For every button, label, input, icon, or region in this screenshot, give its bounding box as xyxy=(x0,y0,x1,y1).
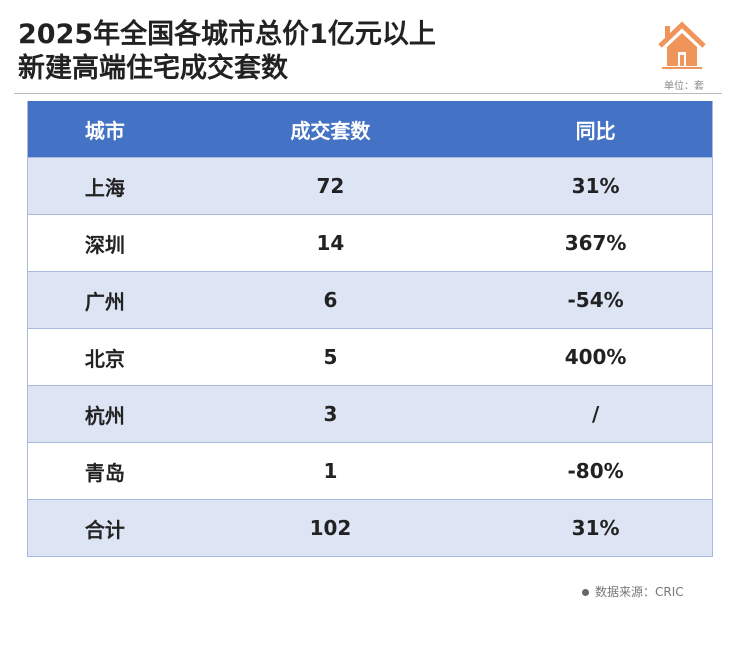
table-cell: 72 xyxy=(181,157,480,215)
source-note: 数据来源：CRIC xyxy=(582,583,684,600)
divider xyxy=(14,93,722,94)
table-cell: 14 xyxy=(181,214,480,272)
table-cell: 400% xyxy=(479,328,713,386)
bullet-icon xyxy=(582,589,589,596)
house-icon xyxy=(658,21,706,69)
table-cell: 广州 xyxy=(27,271,182,329)
table-cell: 3 xyxy=(181,385,480,443)
table-row: 合计 102 31% xyxy=(27,499,713,557)
data-table: 城市 成交套数 同比 上海 72 31% 深圳 14 367% 广州 6 -54% 北京 5 400% 杭州… xyxy=(27,101,713,557)
column-header: 城市 xyxy=(27,101,182,158)
table-cell: 北京 xyxy=(27,328,182,386)
table-cell: 102 xyxy=(181,499,480,557)
unit-label: 单位：套 xyxy=(664,81,704,92)
page-title: 2025年全国各城市总价1亿元以上 新建高端住宅成交套数 xyxy=(18,18,436,86)
table-cell: 5 xyxy=(181,328,480,386)
title-line-1: 2025年全国各城市总价1亿元以上 xyxy=(18,19,436,50)
table-row: 广州 6 -54% xyxy=(27,271,713,329)
column-header: 同比 xyxy=(479,101,713,158)
table-row: 深圳 14 367% xyxy=(27,214,713,272)
table-cell: -54% xyxy=(479,271,713,329)
source-text: 数据来源：CRIC xyxy=(595,585,684,599)
table-cell: 上海 xyxy=(27,157,182,215)
table-cell: 6 xyxy=(181,271,480,329)
table-row: 上海 72 31% xyxy=(27,157,713,215)
table-cell: 31% xyxy=(479,499,713,557)
table-cell: 367% xyxy=(479,214,713,272)
column-header: 成交套数 xyxy=(181,101,480,158)
table-cell: 杭州 xyxy=(27,385,182,443)
title-line-2: 新建高端住宅成交套数 xyxy=(18,53,288,84)
table-cell: 合计 xyxy=(27,499,182,557)
table-row: 青岛 1 -80% xyxy=(27,442,713,500)
table-row: 北京 5 400% xyxy=(27,328,713,386)
table-cell: 青岛 xyxy=(27,442,182,500)
table-cell: 31% xyxy=(479,157,713,215)
table-cell: 深圳 xyxy=(27,214,182,272)
table-cell: -80% xyxy=(479,442,713,500)
table-cell: 1 xyxy=(181,442,480,500)
table-row: 杭州 3/ xyxy=(27,385,713,443)
table-cell: / xyxy=(479,385,713,443)
header-row: 城市 成交套数 同比 xyxy=(27,101,713,158)
